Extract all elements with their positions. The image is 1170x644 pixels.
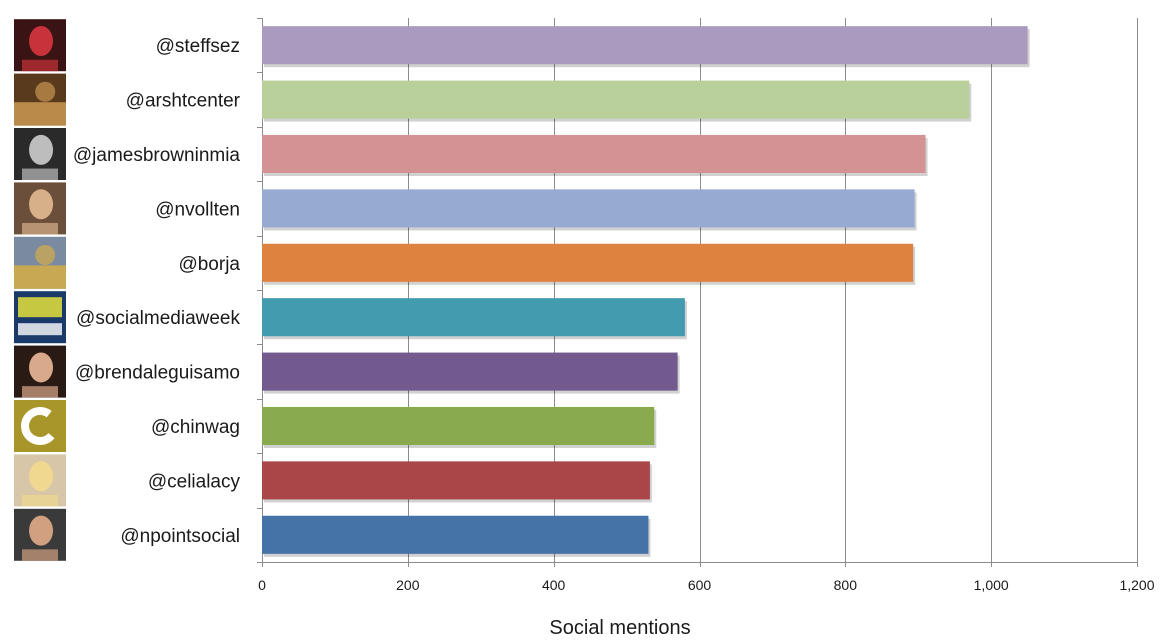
x-tick-label: 600 <box>688 577 712 593</box>
chinwag-avatar <box>14 400 66 452</box>
category-label: @chinwag <box>151 417 240 438</box>
bar-steffsez <box>262 26 1028 65</box>
avatar-face <box>29 352 54 383</box>
category-label: @socialmediaweek <box>76 308 240 329</box>
avatar-face <box>29 134 54 165</box>
bar-celialacy <box>262 461 650 500</box>
x-tick-label: 400 <box>542 577 566 593</box>
borja-avatar <box>14 236 66 289</box>
x-tick-label: 200 <box>396 577 420 593</box>
category-label: @nvollten <box>155 199 240 220</box>
avatar-banner-band <box>18 297 62 318</box>
category-label: @arshtcenter <box>126 91 241 112</box>
category-label: @borja <box>178 254 240 275</box>
category-label: @npointsocial <box>120 526 240 547</box>
x-tick-label: 1,200 <box>1119 577 1154 593</box>
avatar-shoulders <box>22 168 58 180</box>
steffsez-avatar <box>14 19 66 72</box>
avatar-face <box>29 515 54 546</box>
category-label: @celialacy <box>148 471 241 492</box>
arshtcenter-avatar <box>14 73 66 126</box>
avatar-scene-shape <box>14 265 66 289</box>
avatar-scene-shape <box>35 245 56 265</box>
avatar-face <box>29 189 54 220</box>
bar-layer <box>262 26 1030 557</box>
x-tick-label: 800 <box>834 577 858 593</box>
tick-label-layer: 0 200 400 600 800 1,000 1,200 <box>258 577 1155 593</box>
avatar-layer <box>14 19 66 561</box>
socialmediaweek-avatar <box>14 291 66 344</box>
brendaleguisamo-avatar <box>14 345 66 398</box>
avatar-shoulders <box>22 222 58 235</box>
bar-arshtcenter <box>262 80 970 119</box>
celialacy-avatar <box>14 454 66 507</box>
avatar-shoulders <box>22 549 58 561</box>
avatar-shoulders <box>22 59 58 72</box>
avatar-face <box>29 461 54 492</box>
avatar-scene-shape <box>35 81 56 102</box>
avatar-face <box>29 26 54 57</box>
category-label: @jamesbrowninmia <box>73 145 241 166</box>
jamesbrowninmia-avatar <box>14 128 66 180</box>
bar-brendaleguisamo <box>262 352 678 391</box>
avatar-shoulders <box>22 494 58 507</box>
category-label: @steffsez <box>156 36 240 57</box>
bar-nvollten <box>262 189 915 228</box>
x-tick-label: 1,000 <box>974 577 1009 593</box>
avatar-scene-shape <box>14 102 66 126</box>
bar-borja <box>262 243 914 282</box>
npointsocial-avatar <box>14 508 66 561</box>
category-label-layer: @steffsez @arshtcenter @jamesbrowninmia @nv… <box>73 36 241 547</box>
avatar-shoulders <box>22 386 58 398</box>
avatar-banner-band <box>18 323 62 336</box>
x-tick-label: 0 <box>258 577 266 593</box>
bar-socialmediaweek <box>262 298 685 337</box>
bar-jamesbrowninmia <box>262 134 926 174</box>
bar-npointsocial <box>262 515 649 554</box>
nvollten-avatar <box>14 182 66 235</box>
x-axis-title: Social mentions <box>549 617 690 639</box>
category-label: @brendaleguisamo <box>75 363 240 384</box>
bar-chinwag <box>262 406 655 446</box>
avatar-logo-mark <box>20 407 59 445</box>
